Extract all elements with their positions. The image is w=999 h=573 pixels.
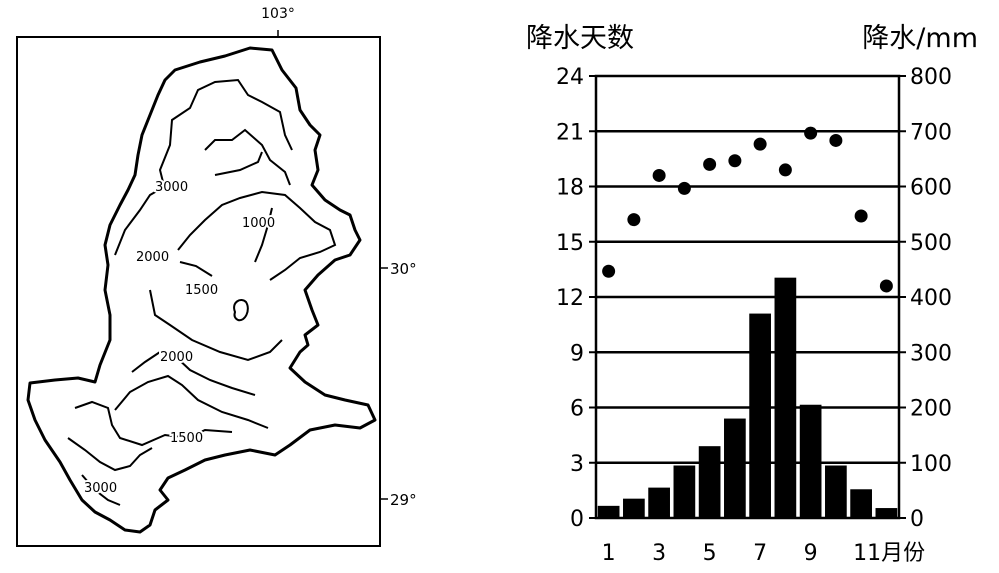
contour-line	[114, 187, 163, 256]
contour-label: 3000	[155, 180, 188, 195]
precip-bar	[597, 505, 620, 518]
left-tick-label: 18	[556, 176, 584, 201]
rain-days-point	[879, 279, 893, 293]
left-tick-label: 3	[570, 452, 584, 477]
left-tick-label: 21	[556, 120, 584, 145]
rain-days-point	[627, 213, 641, 227]
latitude-label-29: 29°	[390, 491, 417, 509]
left-tick-label: 0	[570, 507, 584, 532]
right-tick-label: 400	[910, 286, 952, 311]
contour-label: 1500	[170, 431, 203, 446]
contour-line	[81, 474, 121, 506]
contour-label: 2000	[136, 250, 169, 265]
x-tick-label: 1	[602, 541, 616, 566]
rain-days-point	[778, 163, 792, 177]
right-axis-title: 降水/mm	[862, 23, 978, 54]
left-tick-label: 15	[556, 231, 584, 256]
x-tick-label: 11月份	[853, 541, 925, 566]
contour-line	[158, 78, 293, 191]
rain-days-point	[703, 157, 717, 171]
region-boundary	[26, 46, 377, 534]
contour-line	[74, 400, 233, 447]
contour-line	[233, 299, 249, 322]
contour-line	[131, 350, 256, 396]
precip-bar	[623, 498, 645, 518]
contour-line	[254, 207, 273, 263]
rain-days-point	[677, 181, 691, 195]
precip-bar	[875, 508, 898, 518]
right-tick-label: 0	[910, 507, 924, 532]
right-tick-label: 100	[910, 452, 952, 477]
right-tick-label: 300	[910, 341, 952, 366]
latitude-label-30: 30°	[390, 260, 417, 278]
x-tick-label: 7	[753, 541, 767, 566]
rain-days-point	[602, 264, 616, 278]
rain-days-point	[728, 154, 742, 168]
precip-bar	[774, 277, 797, 518]
rain-days-point	[804, 126, 818, 140]
right-tick-label: 800	[910, 65, 952, 90]
left-tick-label: 9	[570, 341, 584, 366]
x-tick-label: 5	[703, 541, 717, 566]
contour-label: 2000	[160, 350, 193, 365]
left-tick-label: 24	[556, 65, 584, 90]
right-tick-label: 200	[910, 397, 952, 422]
precip-bar	[648, 487, 670, 518]
precip-bar	[698, 446, 721, 518]
contour-line	[177, 190, 337, 281]
precip-bar	[825, 465, 847, 518]
rain-days-point	[652, 168, 666, 182]
longitude-label: 103°	[261, 6, 295, 22]
contour-line	[204, 128, 291, 186]
rain-days-point	[829, 133, 843, 147]
left-axis-title: 降水天数	[526, 23, 634, 54]
contour-line	[214, 151, 263, 176]
rain-days-point	[854, 209, 868, 223]
precip-bar	[749, 313, 771, 518]
contour-label: 3000	[84, 481, 117, 496]
x-tick-label: 9	[804, 541, 818, 566]
precip-bar	[850, 489, 872, 518]
contour-line	[179, 261, 213, 277]
contour-line	[114, 374, 269, 429]
map-frame	[16, 36, 381, 547]
precip-bar	[799, 404, 822, 518]
left-tick-label: 6	[570, 397, 584, 422]
x-tick-label: 3	[652, 541, 666, 566]
precip-bar	[724, 418, 746, 518]
precip-bar	[673, 465, 696, 518]
contour-label: 1500	[185, 283, 218, 298]
contour-line	[149, 289, 283, 362]
rain-days-point	[753, 137, 767, 151]
right-tick-label: 700	[910, 120, 952, 145]
contour-label: 1000	[242, 216, 275, 231]
right-tick-label: 500	[910, 231, 952, 256]
right-tick-label: 600	[910, 176, 952, 201]
left-tick-label: 12	[556, 286, 584, 311]
contour-line	[67, 437, 153, 472]
